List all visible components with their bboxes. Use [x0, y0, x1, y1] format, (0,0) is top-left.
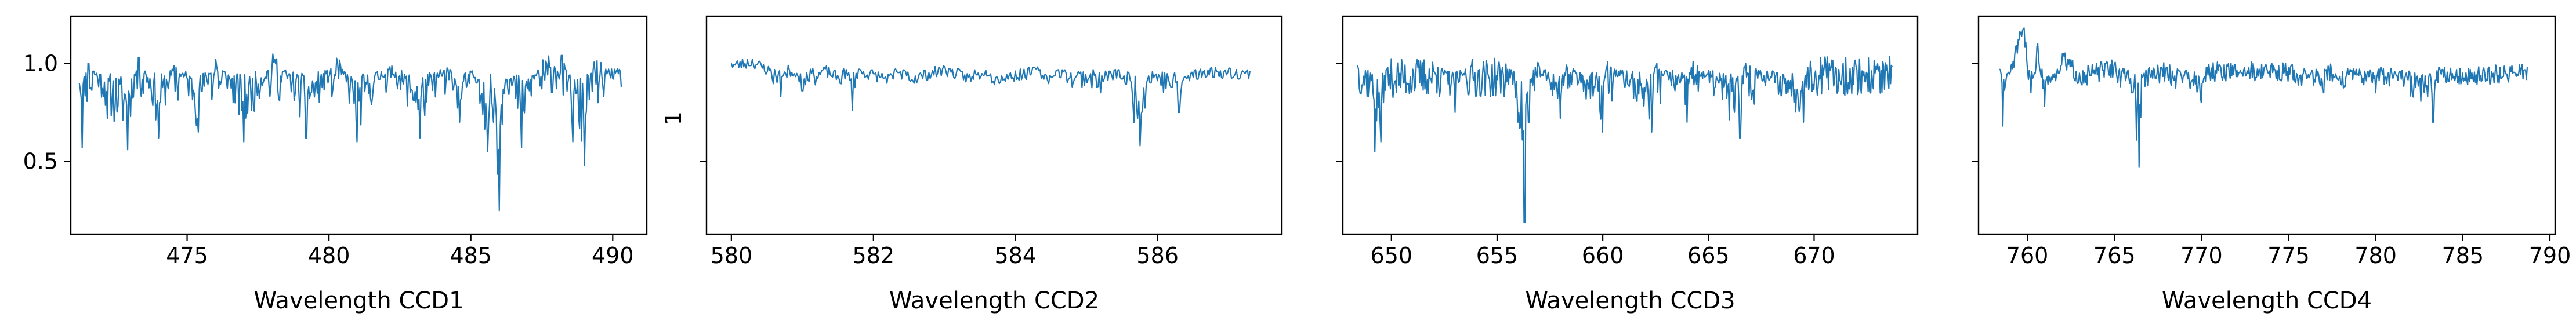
x-tick-label: 670 — [1793, 243, 1835, 268]
chart-panel-ccd4: 760 765 770 775 780 785 790 Wavelength CCD4 — [1972, 15, 2571, 314]
x-tick-label: 580 — [711, 243, 753, 268]
x-tick-label: 780 — [2354, 243, 2397, 268]
x-tick-label: 584 — [994, 243, 1037, 268]
x-tick-label: 665 — [1687, 243, 1730, 268]
x-tick-label: 490 — [592, 243, 634, 268]
x-tick-label: 775 — [2267, 243, 2310, 268]
x-tick-label: 475 — [166, 243, 208, 268]
x-tick-label: 582 — [853, 243, 895, 268]
chart-panel-ccd2: 580 582 584 586 Wavelength CCD2 1 — [661, 15, 1283, 314]
y-tick-label: 0.5 — [23, 149, 58, 174]
x-tick-label: 760 — [2006, 243, 2049, 268]
chart-panel-ccd1: 475 480 485 490 0.5 1.0 Wavelength CCD1 — [23, 15, 648, 314]
spectrum-line-ccd2 — [730, 58, 1251, 147]
x-tick-label: 770 — [2180, 243, 2223, 268]
x-tick-label: 655 — [1476, 243, 1519, 268]
axes-frame — [705, 15, 1283, 235]
axes-frame — [1977, 15, 2556, 235]
x-tick-label: 480 — [308, 243, 350, 268]
x-tick-label: 485 — [450, 243, 492, 268]
x-axis-label: Wavelength CCD1 — [253, 287, 463, 314]
y-axis-label: 1 — [661, 111, 686, 125]
y-tick-label: 1.0 — [23, 50, 58, 76]
x-tick-label: 765 — [2093, 243, 2136, 268]
x-axis-label: Wavelength CCD3 — [1525, 287, 1735, 314]
x-tick-label: 785 — [2442, 243, 2484, 268]
x-tick-label: 586 — [1136, 243, 1179, 268]
spectrum-line-ccd1 — [78, 53, 622, 212]
axes-frame — [70, 15, 648, 235]
spectrum-line-ccd3 — [1357, 56, 1893, 223]
x-tick-label: 650 — [1371, 243, 1413, 268]
x-axis-label: Wavelength CCD4 — [2162, 287, 2372, 314]
spectrum-line-ccd4 — [1999, 27, 2528, 168]
chart-panel-ccd3: 650 655 660 665 670 Wavelength CCD3 — [1336, 15, 1919, 314]
axes-frame — [1342, 15, 1919, 235]
x-axis-label: Wavelength CCD2 — [889, 287, 1099, 314]
x-tick-label: 660 — [1582, 243, 1624, 268]
x-tick-label: 790 — [2529, 243, 2571, 268]
